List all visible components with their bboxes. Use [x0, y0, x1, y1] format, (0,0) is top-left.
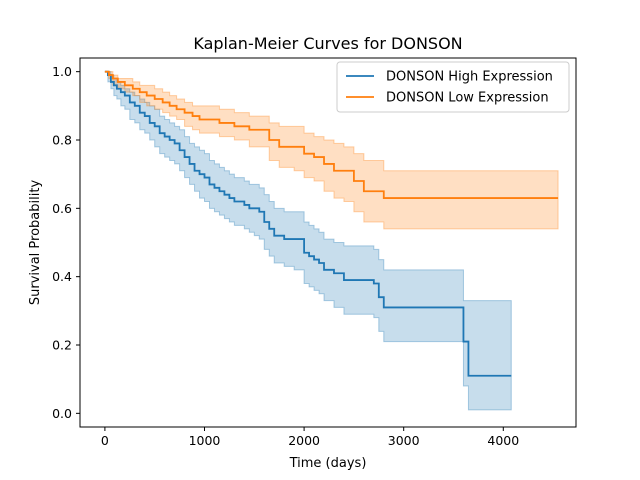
plot-frame: [79, 57, 577, 428]
y-tick-label: 1.0: [52, 64, 72, 79]
x-axis-title: Time (days): [289, 456, 367, 471]
legend-label-high: DONSON High Expression: [386, 70, 553, 85]
x-tick-label: 0: [101, 433, 109, 448]
survival-lines: [104, 70, 559, 377]
survival-line-high: [104, 70, 512, 377]
y-tick-label: 0.8: [52, 133, 72, 148]
y-tick-label: 0.2: [52, 338, 72, 353]
x-tick-label: 3000: [388, 433, 420, 448]
confidence-bands: [104, 71, 559, 411]
legend-box: [336, 61, 570, 113]
x-tick-label: 1000: [189, 433, 221, 448]
x-axis: 0 1000 2000 3000 4000: [101, 427, 519, 448]
y-axis: 0.0 0.2 0.4 0.6 0.8 1.0: [52, 64, 80, 421]
survival-line-low: [104, 70, 559, 199]
chart-title: Kaplan-Meier Curves for DONSON: [193, 34, 462, 53]
legend-label-low: DONSON Low Expression: [386, 91, 549, 106]
y-axis-title: Survival Probability: [28, 180, 43, 306]
ci-band-high: [104, 71, 512, 411]
ci-band-low: [104, 71, 559, 230]
y-tick-label: 0.4: [52, 269, 72, 284]
y-tick-label: 0.0: [52, 406, 72, 421]
x-tick-label: 4000: [487, 433, 519, 448]
legend: DONSON High Expression DONSON Low Expres…: [336, 61, 570, 113]
x-tick-label: 2000: [288, 433, 320, 448]
y-tick-label: 0.6: [52, 201, 72, 216]
